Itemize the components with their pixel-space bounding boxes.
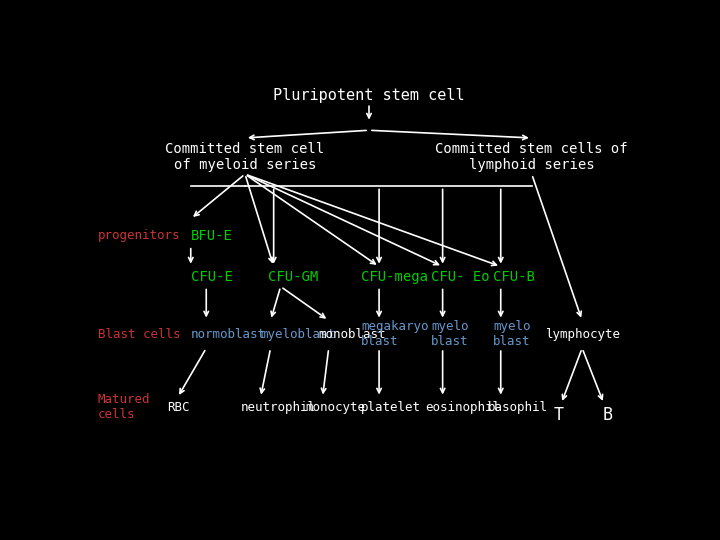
Text: basophil: basophil xyxy=(487,401,548,414)
Text: BFU-E: BFU-E xyxy=(191,229,233,243)
Text: progenitors: progenitors xyxy=(98,230,180,242)
Text: eosinophil: eosinophil xyxy=(425,401,500,414)
Text: CFU- Eo: CFU- Eo xyxy=(431,269,490,284)
Text: CFU-B: CFU-B xyxy=(493,269,535,284)
Text: Matured
cells: Matured cells xyxy=(98,394,150,421)
Text: T: T xyxy=(554,406,564,424)
Text: monocyte: monocyte xyxy=(305,401,366,414)
Text: megakaryo
blast: megakaryo blast xyxy=(361,320,428,348)
Text: Pluripotent stem cell: Pluripotent stem cell xyxy=(273,88,465,103)
Text: Blast cells: Blast cells xyxy=(98,328,180,341)
Text: myelo
blast: myelo blast xyxy=(431,320,469,348)
Text: platelet: platelet xyxy=(361,401,421,414)
Text: monoblast: monoblast xyxy=(319,328,386,341)
Text: lymphocyte: lymphocyte xyxy=(544,328,620,341)
Text: B: B xyxy=(603,406,613,424)
Text: RBC: RBC xyxy=(168,401,190,414)
Text: Committed stem cell
of myeloid series: Committed stem cell of myeloid series xyxy=(166,142,325,172)
Text: myelo
blast: myelo blast xyxy=(493,320,531,348)
Text: normoblast: normoblast xyxy=(191,328,266,341)
Text: CFU-GM: CFU-GM xyxy=(269,269,318,284)
Text: CFU-E: CFU-E xyxy=(191,269,233,284)
Text: CFU-mega: CFU-mega xyxy=(361,269,428,284)
Text: neutrophil: neutrophil xyxy=(241,401,316,414)
Text: myeloblast: myeloblast xyxy=(261,328,336,341)
Text: Committed stem cells of
lymphoid series: Committed stem cells of lymphoid series xyxy=(436,142,628,172)
